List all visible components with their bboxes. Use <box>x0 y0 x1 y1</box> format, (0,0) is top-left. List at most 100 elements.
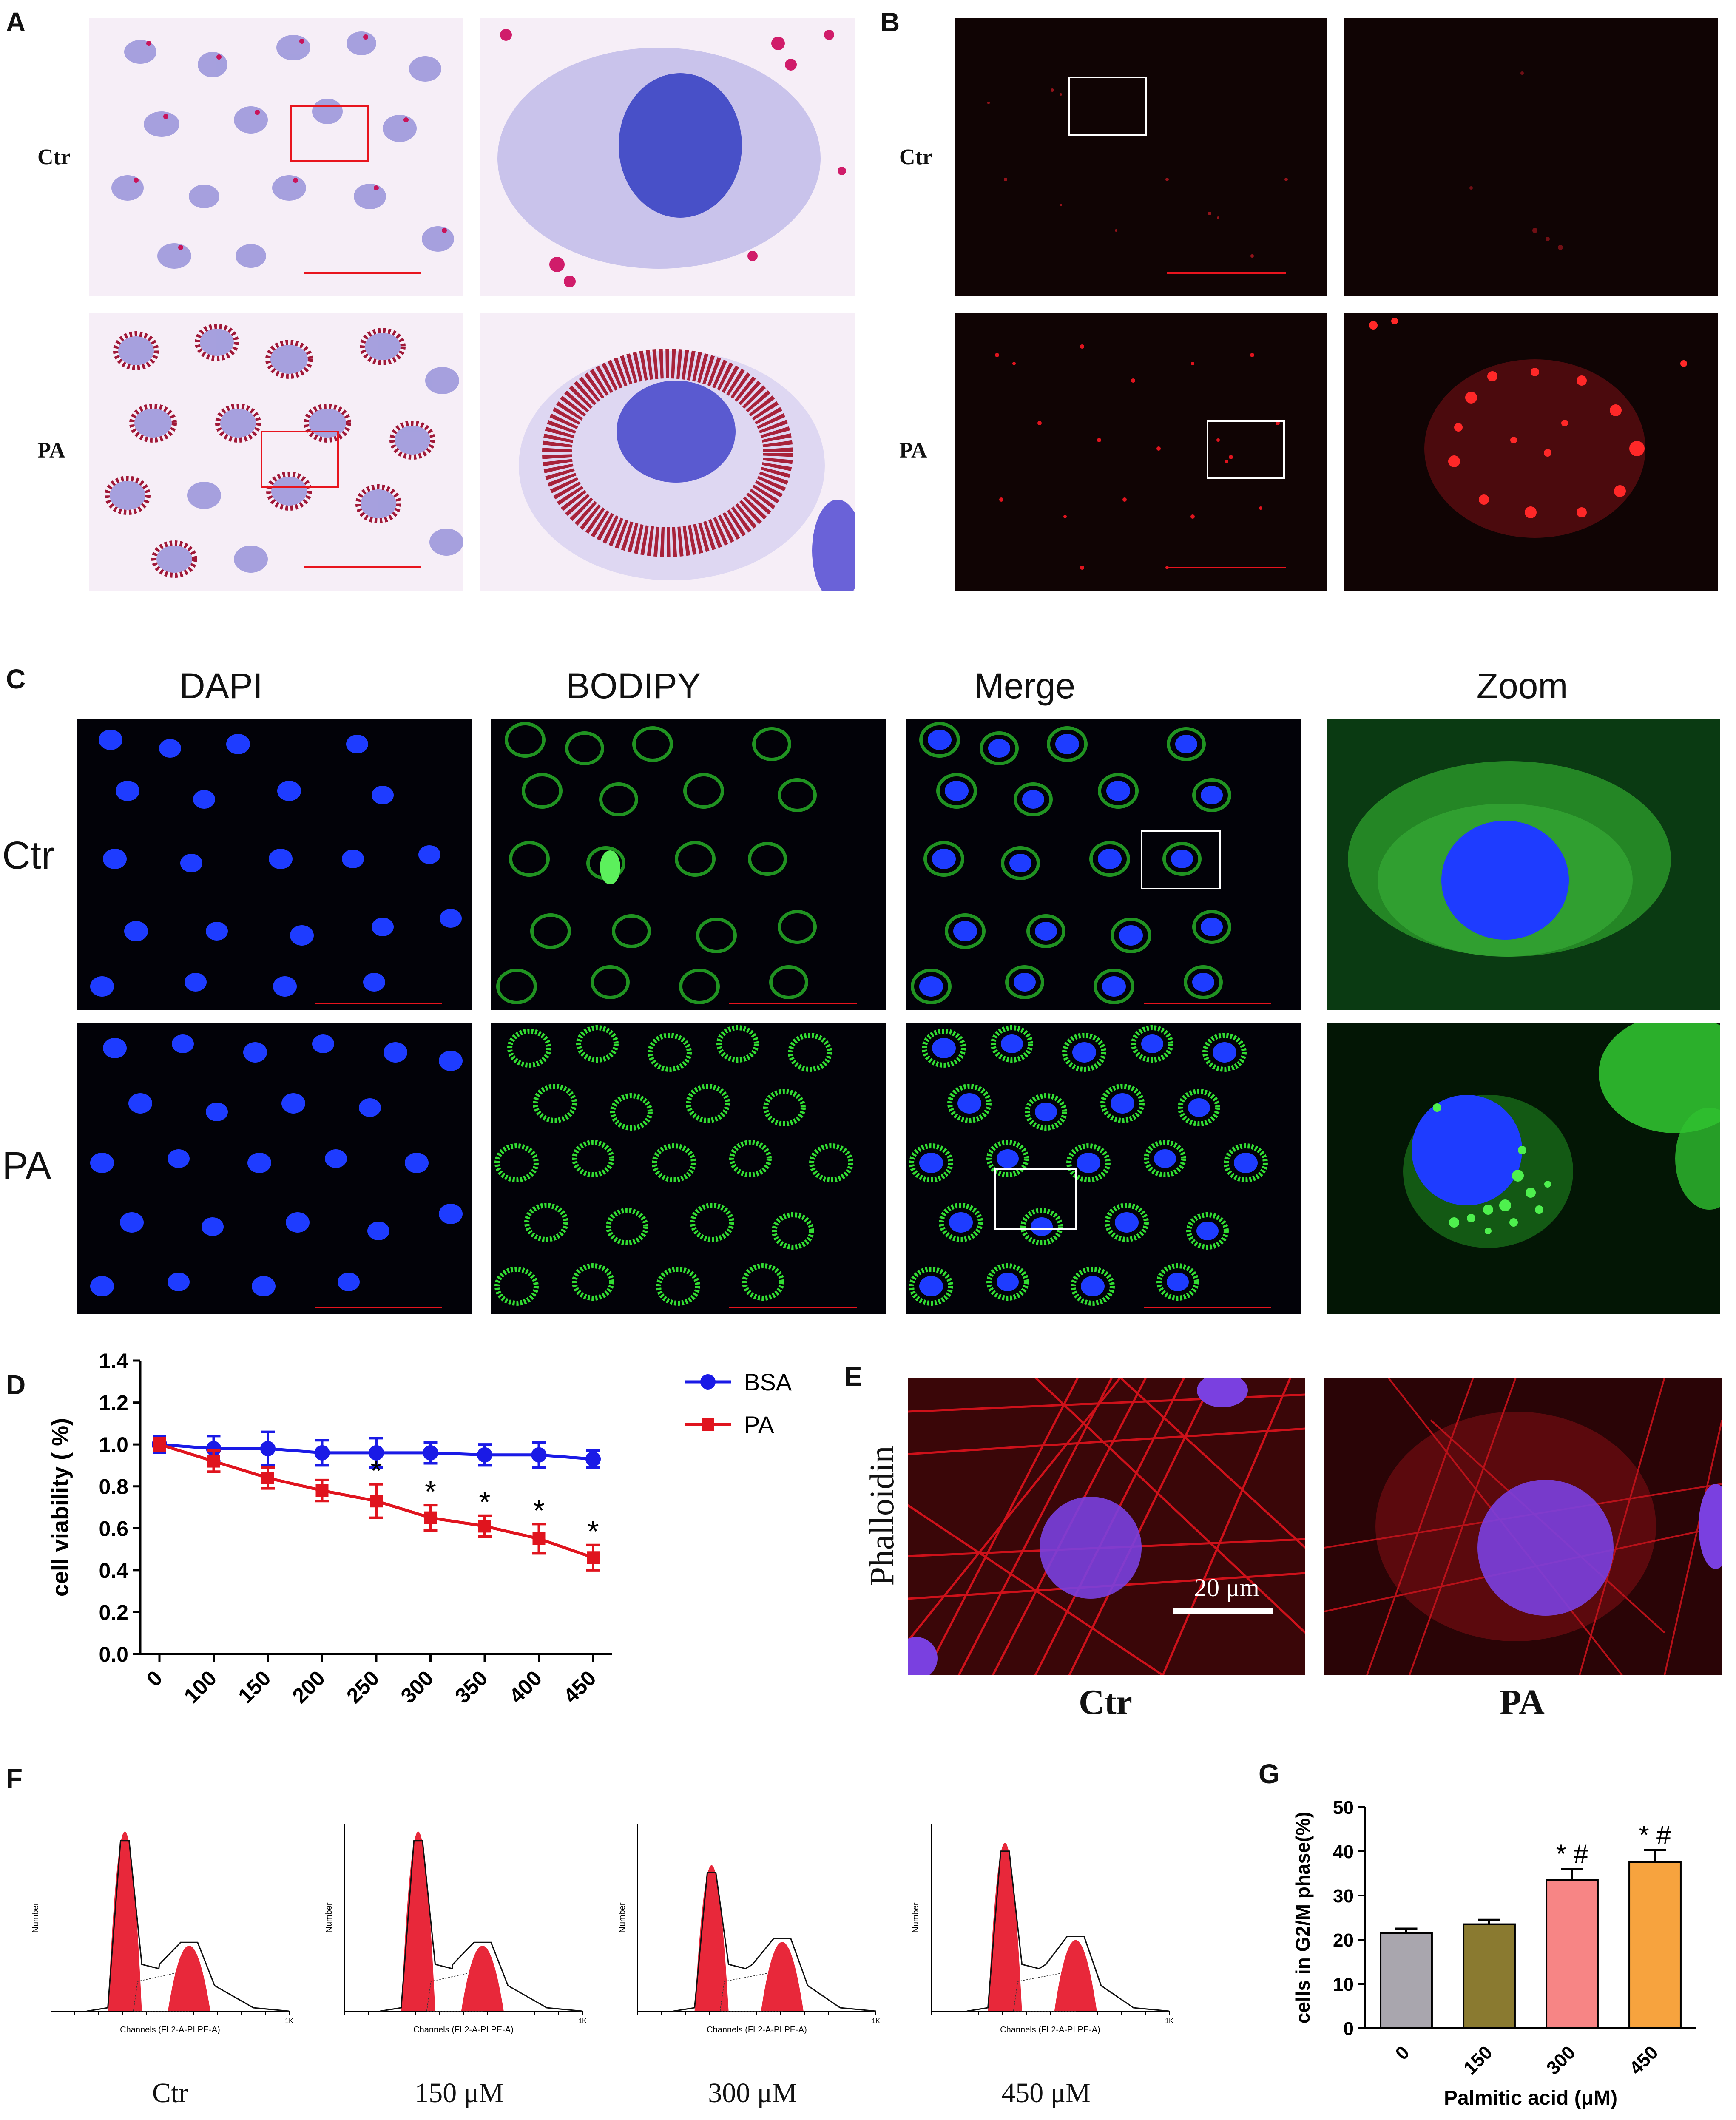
panel-f-caption-300: 300 μM <box>708 2077 797 2109</box>
chart-d-significance: * <box>425 1475 436 1508</box>
panel-a-ctr-nucleus <box>619 73 742 218</box>
chart-d-xtick-label: 350 <box>450 1666 492 1708</box>
chart-g-g2m-phase: 0 10 20 30 40 50 0 150 * # 300 * # 450 cells in G2/M… <box>1292 1797 1696 2109</box>
panel-f-xaxis-title: Channels (FL2-A-PI PE-A) <box>1000 2025 1100 2035</box>
chart-d-xtick-label: 100 <box>179 1666 222 1708</box>
panel-f-histogram-trace <box>380 1840 583 2012</box>
chart-d-point-pa <box>424 1511 437 1524</box>
panel-e-caption-pa: PA <box>1500 1682 1545 1722</box>
chart-d-significance: * <box>370 1454 382 1487</box>
chart-g-bar <box>1546 1879 1599 2029</box>
panel-f-g1-peak <box>401 1831 435 2011</box>
panel-c-ctr-zoom <box>1327 719 1720 1010</box>
chart-g-annotation: * # <box>1639 1821 1671 1850</box>
chart-d-significance: * <box>533 1494 545 1527</box>
chart-g-bar <box>1628 1861 1682 2029</box>
chart-g-ytick-label: 40 <box>1333 1842 1354 1862</box>
chart-d-point-pa <box>261 1472 274 1484</box>
panel-f-g2-peak <box>761 1942 804 2011</box>
panel-a-row-pa: PA <box>37 438 65 463</box>
panel-label-c: C <box>6 664 26 694</box>
panel-e-phalloidin-label: Phalloidin <box>864 1446 901 1586</box>
panel-f-g2-peak <box>461 1946 504 2011</box>
panel-f-yaxis-title: Number <box>911 1902 921 1932</box>
chart-g-xtick-label: 300 <box>1543 2042 1580 2079</box>
panel-f-xtick-end: 1K <box>578 2018 587 2025</box>
chart-d-ytick-label: 0.6 <box>99 1517 128 1540</box>
chart-g-xlabel: Palmitic acid (μM) <box>1444 2087 1617 2109</box>
panel-c-col-bodipy: BODIPY <box>566 666 701 706</box>
chart-d-point-pa <box>587 1551 600 1564</box>
panel-f-g1-peak <box>108 1831 142 2011</box>
chart-d-xtick-label: 200 <box>288 1666 330 1708</box>
chart-g-xtick-label: 0 <box>1392 2042 1414 2064</box>
panel-f-histogram-trace <box>86 1840 290 2012</box>
panel-f-histograms: 1K Channels (FL2-A-PI PE-A) Number 1K Channe… <box>31 1824 1173 2035</box>
panel-label-a: A <box>6 7 26 37</box>
chart-d-ytick-label: 1.0 <box>99 1433 128 1457</box>
panel-a-ctr-overview <box>89 18 463 296</box>
chart-d-xtick-label: 300 <box>396 1666 438 1708</box>
panel-f-yaxis-title: Number <box>618 1902 627 1932</box>
chart-g-ytick-label: 50 <box>1333 1797 1354 1818</box>
panel-e-ctr-image: 20 μm <box>908 1378 1305 1675</box>
chart-d-point-pa <box>207 1455 220 1468</box>
panel-a-ctr-cells <box>111 31 454 274</box>
panel-a-pa-overview <box>89 313 463 591</box>
panel-f-caption-450: 450 μM <box>1001 2077 1091 2109</box>
panel-label-g: G <box>1259 1759 1280 1789</box>
chart-d-ytick-label: 0.8 <box>99 1475 128 1499</box>
panel-b-pa-overview <box>955 313 1327 591</box>
panel-f-histogram-trace <box>966 1850 1170 2012</box>
panel-f-xtick-end: 1K <box>872 2018 880 2025</box>
panel-a-pa-nucleus <box>617 381 736 483</box>
chart-g-annotation: * # <box>1556 1840 1588 1869</box>
chart-d-xtick-label: 0 <box>142 1666 167 1691</box>
chart-g-ytick-label: 0 <box>1344 2018 1354 2039</box>
panel-b-ctr-overview <box>955 18 1327 296</box>
panel-c-ctr-zoom-nucleus <box>1441 821 1569 940</box>
panel-c-row-ctr: Ctr <box>2 834 54 877</box>
chart-d-legend-label: PA <box>744 1411 774 1438</box>
chart-d-ytick-label: 0.4 <box>99 1559 128 1583</box>
panel-c-pa-zoom <box>1327 1023 1720 1314</box>
panel-a-row-ctr: Ctr <box>37 145 71 169</box>
panel-c-pa-merge <box>906 1023 1301 1314</box>
panel-label-f: F <box>6 1763 23 1793</box>
panel-b-ctr-zoom <box>1344 18 1718 296</box>
chart-g-bar <box>1380 1932 1433 2029</box>
chart-d-point-pa <box>153 1438 166 1451</box>
panel-a-pa-zoom <box>480 313 855 591</box>
chart-d-point-bsa <box>206 1441 222 1456</box>
chart-d-point-bsa <box>260 1441 276 1456</box>
panel-e-ctr-nucleus <box>1040 1497 1142 1599</box>
panel-f-xaxis-title: Channels (FL2-A-PI PE-A) <box>120 2025 220 2035</box>
panel-b-row-pa: PA <box>899 438 927 463</box>
panel-e-caption-ctr: Ctr <box>1079 1682 1132 1722</box>
chart-g-xtick-label: 150 <box>1460 2042 1497 2079</box>
chart-d-legend-label: BSA <box>744 1369 792 1395</box>
chart-d-point-bsa <box>314 1445 330 1461</box>
panel-c-ctr-bodipy <box>491 719 886 1010</box>
panel-a-ctr-zoom <box>480 18 855 296</box>
panel-f-histogram-3: 1K Channels (FL2-A-PI PE-A) Number <box>911 1824 1173 2035</box>
panel-c-ctr-merge <box>906 719 1301 1010</box>
chart-g-bar <box>1463 1923 1516 2029</box>
panel-c-ctr-dapi <box>77 719 472 1010</box>
chart-g-ytick-label: 30 <box>1333 1886 1354 1907</box>
chart-d-significance: * <box>587 1515 599 1548</box>
panel-f-histogram-0: 1K Channels (FL2-A-PI PE-A) Number <box>31 1824 293 2035</box>
panel-f-g2-peak <box>168 1946 210 2011</box>
panel-f-histogram-trace <box>673 1872 876 2012</box>
panel-f-xtick-end: 1K <box>285 2018 293 2025</box>
chart-d-xtick-label: 150 <box>233 1666 276 1708</box>
chart-d-ytick-label: 0.2 <box>99 1600 128 1624</box>
panel-f-yaxis-title: Number <box>31 1902 40 1932</box>
panel-f-g2-peak <box>1054 1940 1097 2011</box>
panel-e-pa-nucleus <box>1477 1480 1614 1616</box>
panel-b-row-ctr: Ctr <box>899 145 932 169</box>
panel-f-caption-ctr: Ctr <box>152 2077 188 2109</box>
chart-d-ytick-label: 0.0 <box>99 1643 128 1666</box>
panel-c-pa-bodipy <box>491 1023 886 1314</box>
panel-f-histogram-2: 1K Channels (FL2-A-PI PE-A) Number <box>618 1824 880 2035</box>
